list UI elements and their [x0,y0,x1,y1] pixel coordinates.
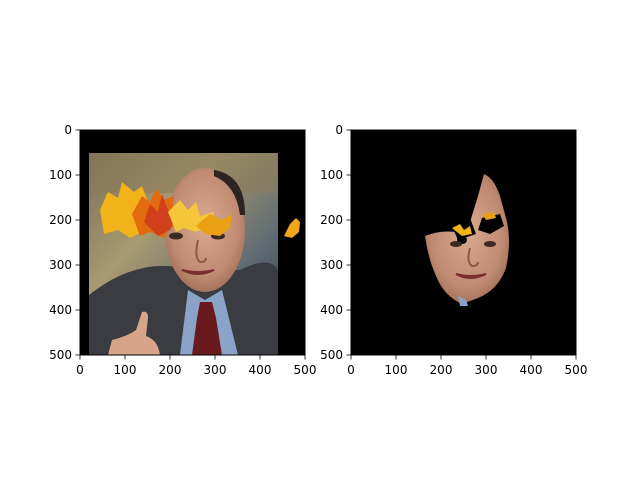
x-tick-label: 0 [347,363,355,377]
y-tick-label: 200 [49,213,72,227]
nose [467,247,479,268]
right-eye [484,241,496,247]
y-tick: 200 [320,213,351,227]
mask-hole [478,214,504,234]
y-tick-label: 100 [320,168,343,182]
y-tick: 0 [335,123,351,137]
right-image-panel: 0 100 200 300 400 500 0 100 200 300 400 … [320,123,587,377]
right-y-ticks: 0 100 200 300 400 500 [320,123,351,362]
x-tick: 200 [159,355,182,377]
left-x-ticks: 0 100 200 300 400 500 [76,355,316,377]
x-tick: 300 [204,355,227,377]
leaf-remnant [482,212,496,220]
collar [458,296,468,306]
x-tick: 0 [347,355,355,377]
x-tick-label: 200 [430,363,453,377]
tie [192,302,222,355]
leaf [144,194,176,236]
mouth [181,269,215,275]
y-tick-label: 500 [49,348,72,362]
y-tick: 300 [320,258,351,272]
leaf [196,214,232,236]
x-tick-label: 500 [294,363,317,377]
small-leaf [284,218,300,238]
x-tick: 200 [430,355,453,377]
y-tick-label: 0 [64,123,72,137]
x-tick-label: 300 [204,363,227,377]
y-tick: 200 [49,213,80,227]
x-tick-label: 500 [565,363,588,377]
y-tick-label: 100 [49,168,72,182]
x-tick: 0 [76,355,84,377]
x-tick: 500 [294,355,317,377]
x-tick-label: 200 [159,363,182,377]
y-tick-label: 200 [320,213,343,227]
y-tick: 400 [320,303,351,317]
y-tick: 500 [49,348,80,362]
x-tick: 300 [475,355,498,377]
y-tick-label: 400 [320,303,343,317]
left-eye [169,232,183,240]
x-tick-label: 100 [385,363,408,377]
x-tick: 400 [520,355,543,377]
y-tick-label: 0 [335,123,343,137]
autumn-leaves [100,182,232,238]
x-tick: 400 [249,355,272,377]
y-tick: 0 [64,123,80,137]
x-tick-label: 0 [76,363,84,377]
leaf-remnant [452,224,472,236]
left-y-ticks: 0 100 200 300 400 500 [49,123,80,362]
y-tick-label: 500 [320,348,343,362]
right-axes-frame [350,129,577,356]
y-tick: 400 [49,303,80,317]
x-tick-label: 400 [520,363,543,377]
y-tick: 500 [320,348,351,362]
nose [195,239,207,264]
masked-face [425,174,509,304]
mouth [455,273,487,279]
y-tick-label: 300 [49,258,72,272]
hair [214,170,245,215]
left-eye [450,241,462,247]
x-tick: 100 [114,355,137,377]
y-tick: 100 [49,168,80,182]
y-tick: 100 [320,168,351,182]
hand [108,311,160,355]
left-image-panel: 0 100 200 300 400 500 0 100 200 300 400 … [49,123,316,377]
x-tick: 500 [565,355,588,377]
x-tick-label: 100 [114,363,137,377]
x-tick-label: 300 [475,363,498,377]
left-axes-frame [79,129,306,356]
y-tick: 300 [49,258,80,272]
x-tick: 100 [385,355,408,377]
y-tick-label: 400 [49,303,72,317]
right-x-ticks: 0 100 200 300 400 500 [347,355,587,377]
x-tick-label: 400 [249,363,272,377]
y-tick-label: 300 [320,258,343,272]
